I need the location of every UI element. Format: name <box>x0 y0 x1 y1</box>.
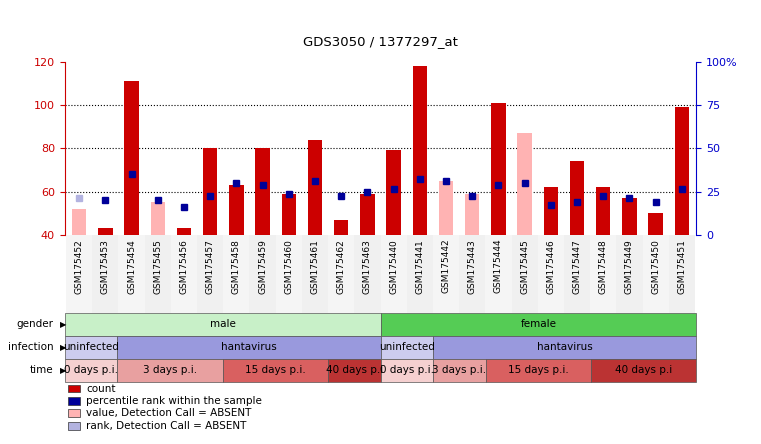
Bar <box>334 220 349 235</box>
Text: GSM175453: GSM175453 <box>100 239 110 293</box>
Bar <box>517 133 532 235</box>
Text: gender: gender <box>16 319 53 329</box>
Bar <box>616 235 642 313</box>
Text: GSM175442: GSM175442 <box>441 239 451 293</box>
Bar <box>229 185 244 235</box>
Text: time: time <box>30 365 53 375</box>
Text: GSM175460: GSM175460 <box>285 239 293 293</box>
Bar <box>543 187 558 235</box>
Bar <box>250 235 275 313</box>
Text: GSM175450: GSM175450 <box>651 239 661 293</box>
Text: infection: infection <box>8 342 53 352</box>
Bar <box>223 235 250 313</box>
Bar <box>170 235 197 313</box>
Text: GSM175457: GSM175457 <box>205 239 215 293</box>
Bar <box>151 202 165 235</box>
Text: 40 days p.i: 40 days p.i <box>615 365 672 375</box>
Bar <box>72 209 86 235</box>
Bar <box>648 213 663 235</box>
Bar <box>256 148 269 235</box>
Bar <box>302 235 328 313</box>
Text: GSM175451: GSM175451 <box>677 239 686 293</box>
Text: ▶: ▶ <box>60 343 67 352</box>
Bar <box>459 235 486 313</box>
Text: GSM175463: GSM175463 <box>363 239 372 293</box>
Text: ▶: ▶ <box>60 320 67 329</box>
Bar <box>675 107 689 235</box>
Text: 15 days p.i.: 15 days p.i. <box>245 365 306 375</box>
Text: GSM175441: GSM175441 <box>416 239 425 293</box>
Text: GSM175445: GSM175445 <box>521 239 529 293</box>
Text: 0 days p.i.: 0 days p.i. <box>380 365 434 375</box>
Bar <box>307 140 322 235</box>
Bar <box>328 235 355 313</box>
Bar <box>355 235 380 313</box>
Text: 40 days p.i: 40 days p.i <box>326 365 383 375</box>
Bar <box>511 235 538 313</box>
Bar <box>387 151 401 235</box>
Bar <box>145 235 170 313</box>
Text: GSM175458: GSM175458 <box>232 239 240 293</box>
Bar <box>439 181 454 235</box>
Text: GSM175459: GSM175459 <box>258 239 267 293</box>
Text: 3 days p.i.: 3 days p.i. <box>432 365 486 375</box>
Text: GSM175449: GSM175449 <box>625 239 634 293</box>
Bar <box>669 235 695 313</box>
Bar <box>433 235 459 313</box>
Bar <box>406 235 433 313</box>
Text: GSM175444: GSM175444 <box>494 239 503 293</box>
Text: 15 days p.i.: 15 days p.i. <box>508 365 568 375</box>
Text: GSM175456: GSM175456 <box>180 239 189 293</box>
Bar <box>564 235 591 313</box>
Text: value, Detection Call = ABSENT: value, Detection Call = ABSENT <box>86 408 251 418</box>
Text: GDS3050 / 1377297_at: GDS3050 / 1377297_at <box>303 36 458 48</box>
Bar <box>642 235 669 313</box>
Bar <box>92 235 119 313</box>
Bar <box>119 235 145 313</box>
Bar <box>197 235 223 313</box>
Text: male: male <box>209 319 236 329</box>
Text: percentile rank within the sample: percentile rank within the sample <box>86 396 262 406</box>
Bar <box>203 148 218 235</box>
Bar <box>538 235 564 313</box>
Text: GSM175447: GSM175447 <box>572 239 581 293</box>
Text: hantavirus: hantavirus <box>537 342 593 352</box>
Bar <box>412 66 427 235</box>
Bar <box>591 235 616 313</box>
Bar <box>282 194 296 235</box>
Text: uninfected: uninfected <box>379 342 435 352</box>
Text: GSM175461: GSM175461 <box>310 239 320 293</box>
Text: GSM175455: GSM175455 <box>153 239 162 293</box>
Bar <box>570 161 584 235</box>
Text: GSM175462: GSM175462 <box>336 239 345 293</box>
Text: GSM175448: GSM175448 <box>599 239 608 293</box>
Text: GSM175443: GSM175443 <box>468 239 476 293</box>
Text: GSM175446: GSM175446 <box>546 239 556 293</box>
Bar <box>98 228 113 235</box>
Text: 3 days p.i.: 3 days p.i. <box>143 365 197 375</box>
Bar <box>177 228 191 235</box>
Text: female: female <box>521 319 556 329</box>
Bar <box>360 194 374 235</box>
Text: ▶: ▶ <box>60 366 67 375</box>
Bar <box>124 81 139 235</box>
Bar <box>275 235 302 313</box>
Bar <box>465 194 479 235</box>
Text: rank, Detection Call = ABSENT: rank, Detection Call = ABSENT <box>86 421 247 431</box>
Text: 0 days p.i.: 0 days p.i. <box>64 365 118 375</box>
Bar <box>380 235 406 313</box>
Bar <box>66 235 92 313</box>
Text: GSM175454: GSM175454 <box>127 239 136 293</box>
Text: uninfected: uninfected <box>63 342 119 352</box>
Bar <box>596 187 610 235</box>
Bar <box>492 103 505 235</box>
Text: GSM175440: GSM175440 <box>389 239 398 293</box>
Bar <box>486 235 511 313</box>
Text: count: count <box>86 384 116 393</box>
Text: hantavirus: hantavirus <box>221 342 277 352</box>
Bar <box>622 198 637 235</box>
Text: GSM175452: GSM175452 <box>75 239 84 293</box>
